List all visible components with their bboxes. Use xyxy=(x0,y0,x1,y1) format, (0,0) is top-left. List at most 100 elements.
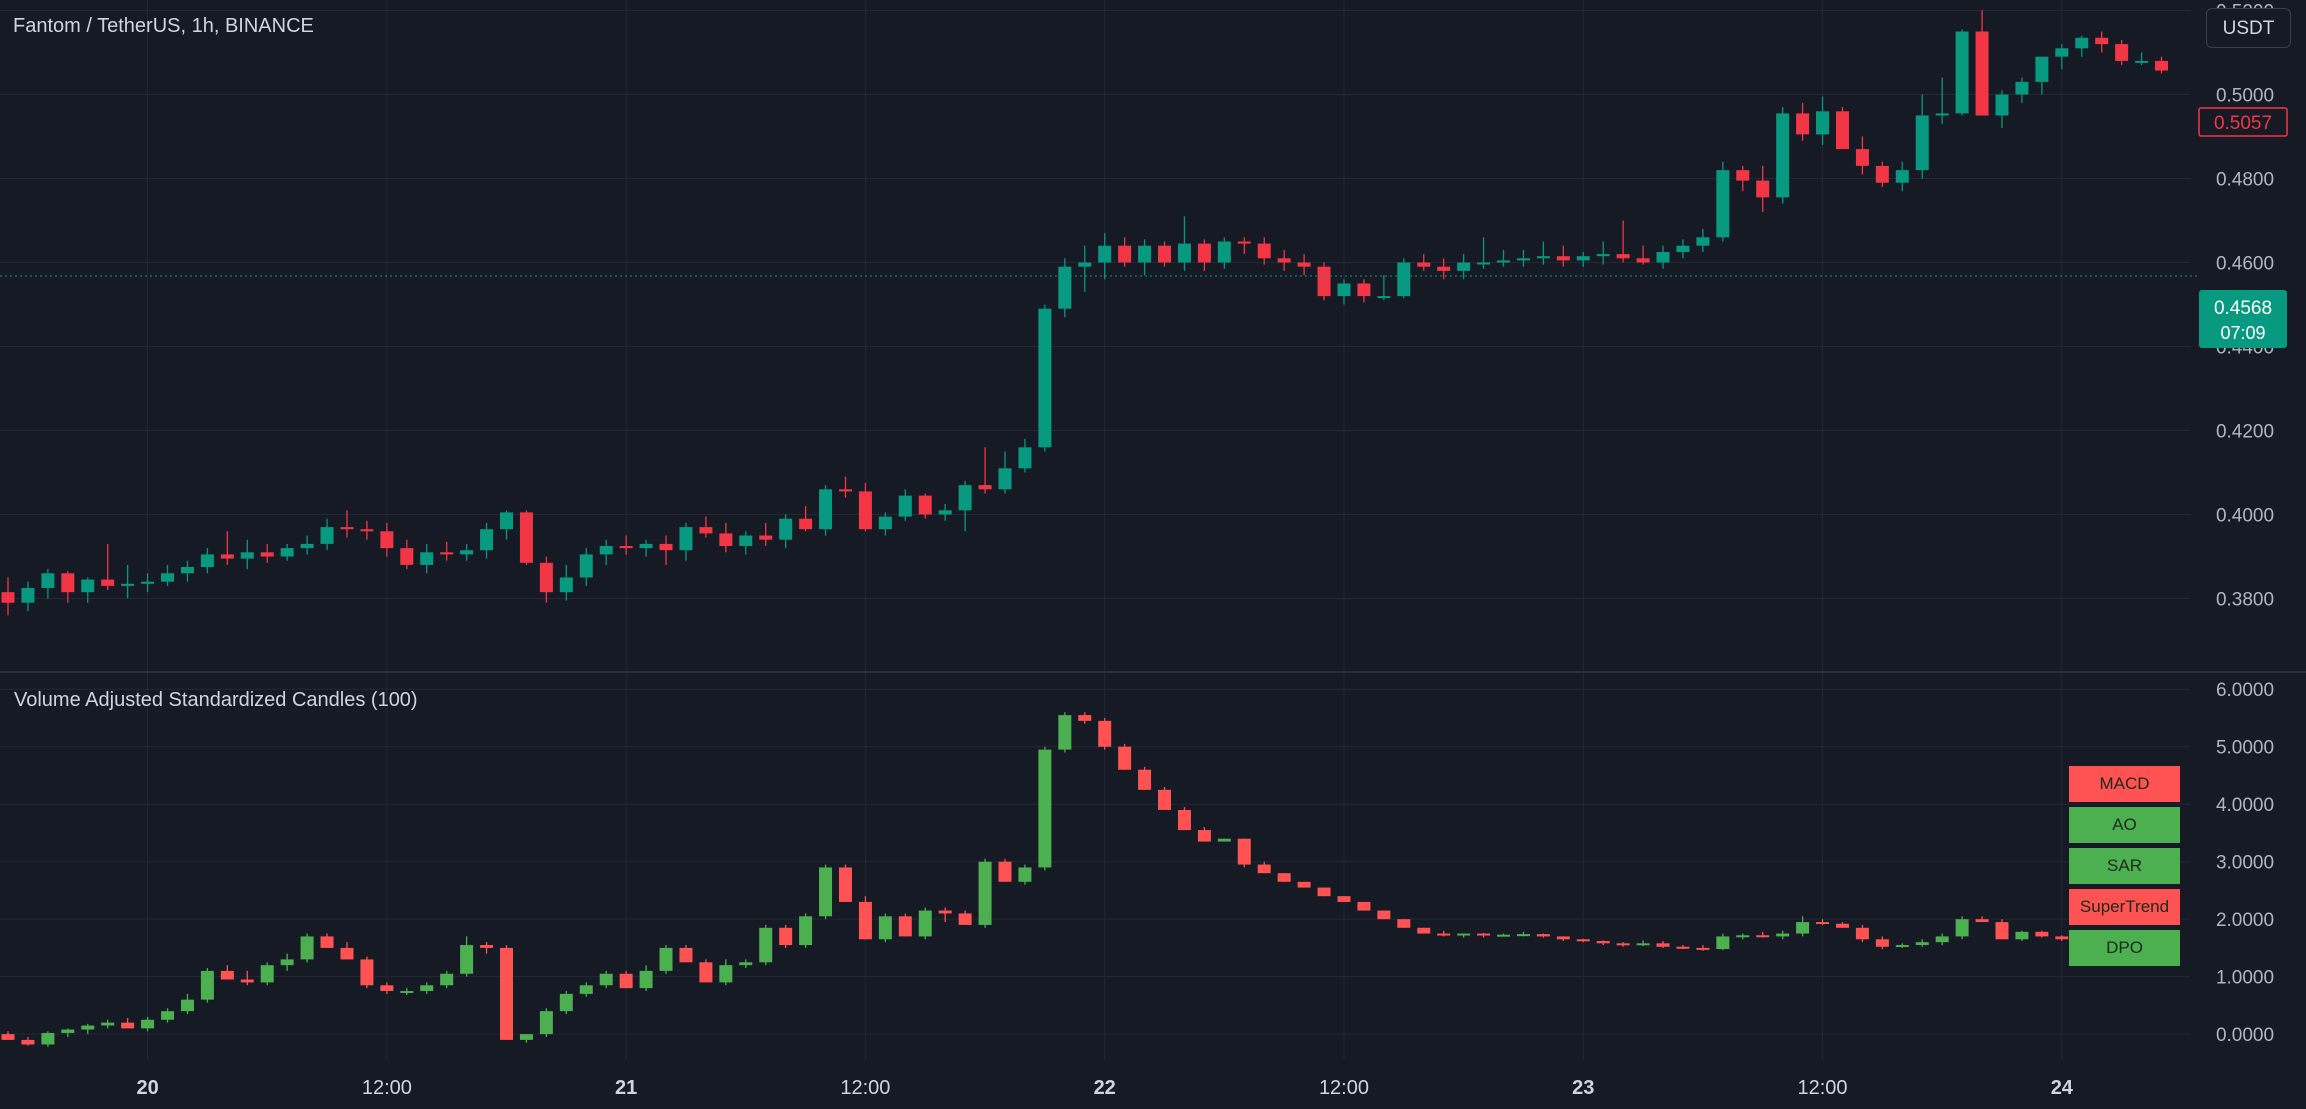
price-candle-body xyxy=(1756,180,1770,198)
indicator-candle xyxy=(500,945,513,1040)
indicator-candle-body xyxy=(400,991,414,994)
price-candle xyxy=(1556,245,1570,267)
indicator-candle xyxy=(1696,945,1710,951)
indicator-candle-body xyxy=(579,985,593,994)
indicator-candle xyxy=(519,1034,533,1043)
indicator-candle xyxy=(280,953,294,971)
indicator-candle-body xyxy=(161,1011,175,1020)
price-candle xyxy=(1835,107,1849,150)
indicator-candle xyxy=(1377,910,1391,920)
price-candle xyxy=(360,520,374,540)
indicator-candle-body xyxy=(1935,936,1949,943)
price-candle-body xyxy=(1118,245,1132,263)
price-candle-body xyxy=(41,573,55,588)
indicator-candle-body xyxy=(500,947,513,1040)
price-tick-label: 0.4000 xyxy=(2216,506,2274,527)
symbol-title[interactable]: Fantom / TetherUS, 1h, BINANCE xyxy=(13,15,314,37)
badge-dpo: DPO xyxy=(2069,930,2180,966)
indicator-candle xyxy=(1536,933,1550,938)
price-candle xyxy=(998,451,1012,494)
price-candle-body xyxy=(1138,245,1152,263)
indicator-candle-body xyxy=(699,962,713,983)
price-candle xyxy=(739,531,753,555)
indicator-candle-body xyxy=(719,965,733,983)
indicator-candle-body xyxy=(1138,769,1152,790)
price-candle-body xyxy=(320,527,334,544)
price-candle-body xyxy=(1516,258,1530,261)
price-candle xyxy=(1596,241,1610,265)
indicator-candle xyxy=(599,970,613,989)
indicator-candle xyxy=(400,988,414,996)
price-candle-body xyxy=(1596,254,1610,257)
indicator-candle-body xyxy=(2035,931,2049,937)
indicator-candle-body xyxy=(1915,942,1929,946)
price-candle xyxy=(1995,90,2009,129)
indicator-candle xyxy=(101,1019,115,1029)
price-candle-body xyxy=(918,495,932,515)
time-tick-label: 12:00 xyxy=(1798,1077,1848,1099)
price-candle xyxy=(2095,31,2109,53)
price-candle-body xyxy=(1796,113,1810,135)
indicator-candle-body xyxy=(1098,720,1112,747)
indicator-candle xyxy=(1217,838,1231,842)
indicator-candle xyxy=(1716,933,1730,951)
indicator-candle-body xyxy=(819,867,833,917)
indicator-candle-body xyxy=(739,962,753,966)
price-candle xyxy=(21,581,35,612)
indicator-candle-body xyxy=(1397,919,1411,928)
indicator-candle xyxy=(1138,766,1152,790)
price-candle-body xyxy=(360,529,374,532)
indicator-candle-body xyxy=(1516,934,1530,937)
indicator-candle xyxy=(340,942,354,960)
price-candle-body xyxy=(779,518,793,540)
indicator-candle xyxy=(1776,930,1790,940)
indicator-candle-body xyxy=(1337,896,1351,902)
price-candle xyxy=(1297,254,1311,276)
indicator-candle xyxy=(1935,933,1949,946)
price-candle-body xyxy=(200,554,214,567)
price-candle-body xyxy=(1576,256,1590,261)
indicator-candle-body xyxy=(1,1034,15,1040)
price-candle-body xyxy=(1616,254,1630,259)
last-price-text: 0.4568 xyxy=(2214,298,2272,319)
indicator-candle xyxy=(739,959,753,969)
indicator-candle xyxy=(958,910,972,925)
price-candle xyxy=(2035,56,2049,95)
price-candle-body xyxy=(1317,266,1331,297)
indicator-candle xyxy=(61,1028,75,1038)
indicator-title[interactable]: Volume Adjusted Standardized Candles (10… xyxy=(14,689,418,711)
price-candle-body xyxy=(300,543,314,549)
price-candle-body xyxy=(1736,170,1750,181)
price-candle-body xyxy=(460,550,474,555)
indicator-candle-body xyxy=(1796,922,1810,934)
price-candle xyxy=(1696,228,1710,252)
price-candle-body xyxy=(539,562,553,593)
indicator-candle xyxy=(539,1008,553,1038)
indicator-candle xyxy=(1038,746,1052,871)
indicator-candle xyxy=(1875,936,1889,950)
indicator-candle-body xyxy=(1536,934,1550,937)
indicator-candle xyxy=(1576,938,1590,943)
indicator-candle-body xyxy=(918,910,932,937)
indicator-candle xyxy=(898,913,912,937)
indicator-candle xyxy=(2015,930,2029,942)
currency-button[interactable]: USDT xyxy=(2206,8,2291,48)
indicator-candle xyxy=(1596,940,1610,946)
price-candle xyxy=(1516,249,1530,267)
price-candle xyxy=(180,560,194,582)
indicator-candle-body xyxy=(679,947,693,963)
price-candle-body xyxy=(1257,243,1271,259)
price-candle xyxy=(679,522,693,561)
indicator-candle xyxy=(1835,922,1849,928)
price-candle xyxy=(1716,161,1730,242)
indicator-candle xyxy=(121,1018,135,1029)
price-candle xyxy=(2115,39,2129,66)
price-candle xyxy=(1457,254,1471,280)
indicator-candle xyxy=(1756,931,1770,938)
indicator-candle-body xyxy=(838,867,852,902)
indicator-candle-body xyxy=(1716,936,1730,950)
price-candle xyxy=(1497,249,1510,267)
price-candle-body xyxy=(599,546,613,555)
indicator-candle xyxy=(699,959,713,983)
